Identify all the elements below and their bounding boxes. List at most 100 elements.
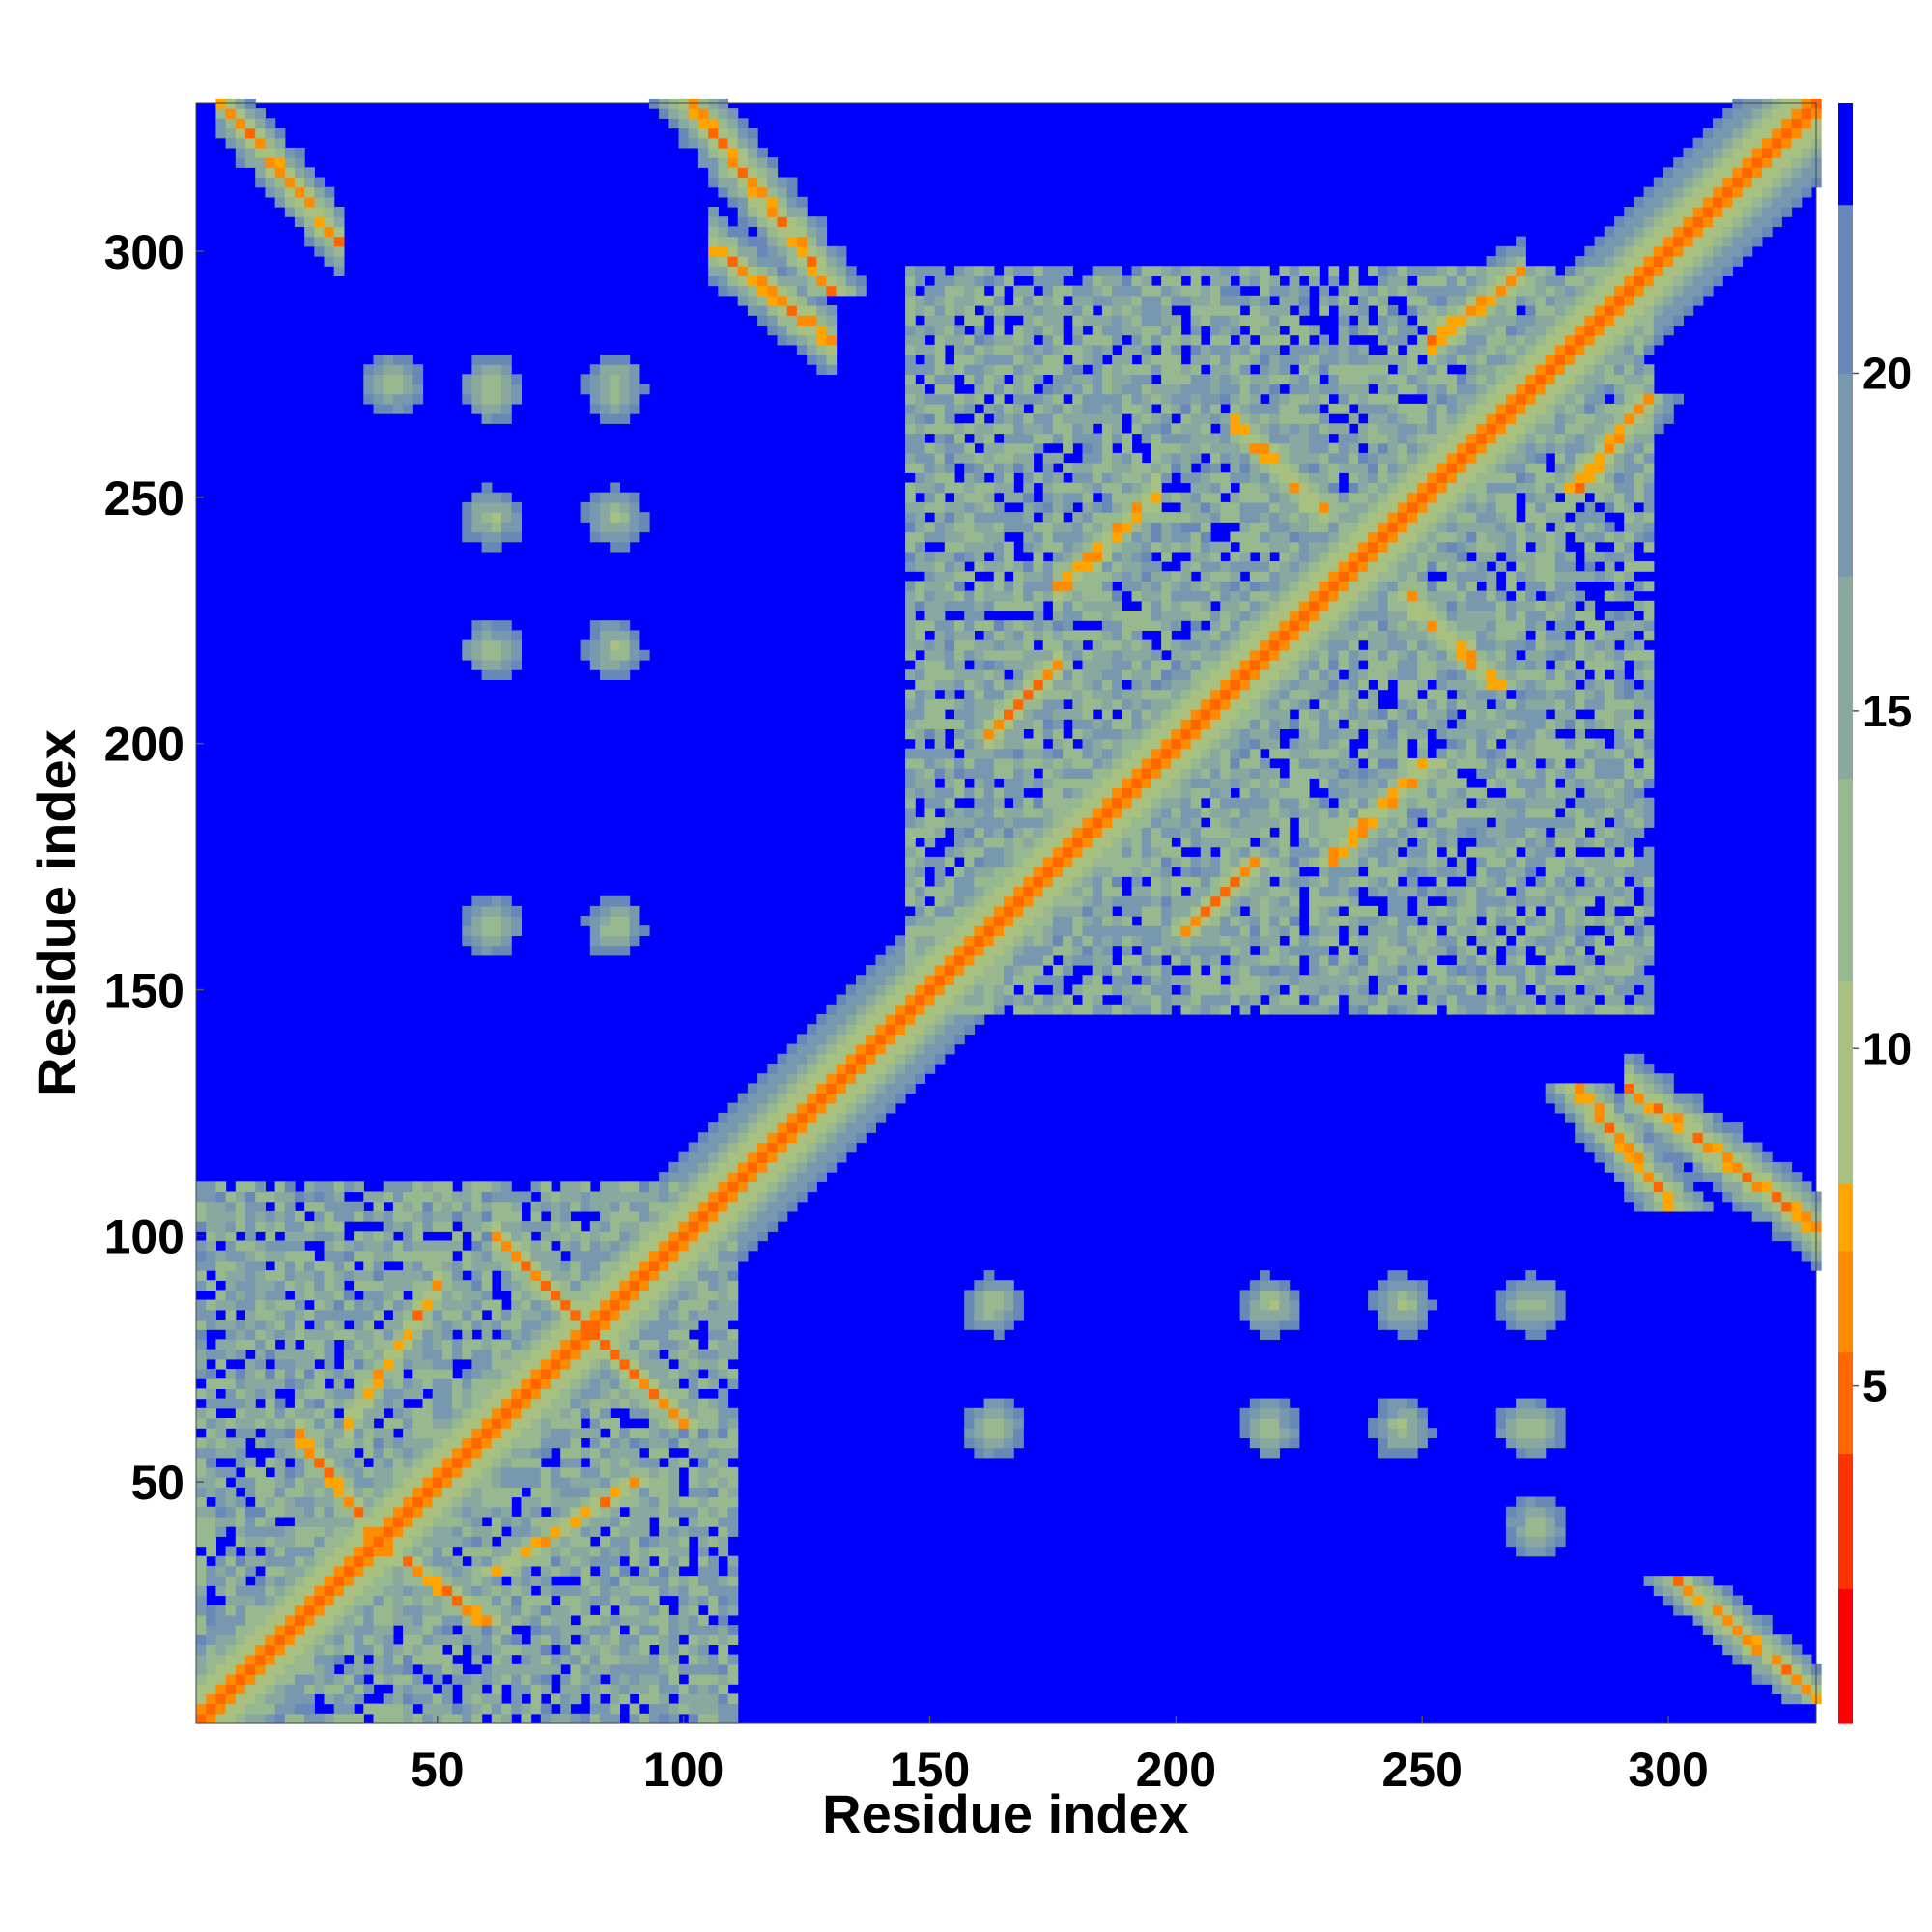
heatmap-cell: [1634, 1053, 1645, 1065]
heatmap-cell: [235, 1516, 246, 1527]
heatmap-cell: [471, 1703, 483, 1715]
heatmap-cell: [481, 1280, 493, 1291]
heatmap-cell: [521, 1447, 532, 1459]
heatmap-cell: [697, 1516, 709, 1527]
heatmap-cell: [1594, 1004, 1605, 1015]
heatmap-cell: [235, 137, 246, 149]
heatmap-cell: [915, 393, 925, 405]
heatmap-cell: [983, 1398, 995, 1409]
heatmap-cell: [265, 1526, 276, 1537]
heatmap-cell: [274, 1309, 286, 1321]
heatmap-cell: [777, 295, 788, 306]
heatmap-cell: [1565, 975, 1576, 985]
heatmap-cell: [441, 1407, 453, 1419]
heatmap-cell: [1495, 1299, 1507, 1311]
heatmap-cell: [688, 1703, 699, 1715]
heatmap-cell: [1289, 1418, 1300, 1429]
heatmap-cell: [648, 1496, 660, 1508]
heatmap-cell: [1761, 1210, 1773, 1222]
heatmap-cell: [343, 1634, 355, 1645]
heatmap-cell: [1417, 984, 1428, 996]
heatmap-cell: [610, 1437, 620, 1449]
heatmap-cell: [1387, 1309, 1399, 1321]
heatmap-cell: [471, 1398, 483, 1409]
heatmap-cell: [924, 837, 936, 848]
heatmap-cell: [403, 1339, 413, 1350]
heatmap-cell: [915, 669, 925, 680]
heatmap-cell: [934, 393, 946, 405]
heatmap-cell: [1535, 1290, 1547, 1301]
heatmap-cell: [521, 1644, 532, 1656]
heatmap-cell: [481, 1210, 493, 1222]
heatmap-cell: [659, 1378, 669, 1389]
heatmap-cell: [629, 1487, 640, 1498]
heatmap-cell: [688, 1240, 699, 1252]
heatmap-cell: [718, 1477, 729, 1488]
heatmap-cell: [1761, 1161, 1773, 1173]
heatmap-cell: [551, 1614, 561, 1626]
heatmap-cell: [659, 1181, 669, 1193]
heatmap-cell: [196, 1663, 207, 1675]
heatmap-cell: [363, 374, 375, 385]
heatmap-cell: [491, 1221, 502, 1232]
heatmap-cell: [422, 1210, 434, 1222]
heatmap-cell: [304, 1290, 315, 1301]
heatmap-cell: [816, 275, 828, 287]
heatmap-cell: [235, 1703, 246, 1715]
heatmap-cell: [314, 1181, 326, 1193]
heatmap-cell: [619, 1221, 631, 1232]
heatmap-cell: [491, 1437, 502, 1449]
heatmap-cell: [924, 531, 936, 543]
heatmap-cell: [392, 1270, 404, 1281]
heatmap-cell: [511, 1231, 522, 1242]
heatmap-cell: [934, 827, 946, 838]
heatmap-cell: [964, 1407, 975, 1419]
heatmap-cell: [235, 1428, 246, 1438]
heatmap-cell: [373, 1496, 384, 1508]
heatmap-cell: [866, 1122, 876, 1133]
heatmap-cell: [284, 1447, 296, 1459]
heatmap-cell: [905, 1014, 916, 1025]
heatmap-cell: [737, 1161, 749, 1173]
heatmap-cell: [895, 1014, 906, 1025]
heatmap-cell: [697, 1663, 709, 1675]
heatmap-cell: [392, 1349, 404, 1360]
heatmap-cell: [333, 1526, 345, 1537]
heatmap-cell: [639, 1369, 650, 1379]
heatmap-cell: [580, 1605, 591, 1616]
heatmap-cell: [373, 1576, 384, 1586]
heatmap-cell: [1171, 994, 1182, 1006]
heatmap-cell: [491, 1516, 502, 1527]
heatmap-cell: [1692, 1605, 1704, 1616]
heatmap-cell: [196, 1457, 207, 1468]
heatmap-cell: [491, 355, 502, 365]
heatmap-cell: [1239, 1290, 1251, 1301]
heatmap-cell: [570, 1693, 582, 1705]
heatmap-cell: [265, 137, 276, 149]
heatmap-cell: [511, 660, 522, 670]
heatmap-cell: [580, 1466, 591, 1478]
heatmap-cell: [1692, 1122, 1704, 1133]
heatmap-cell: [1761, 1644, 1773, 1656]
heatmap-cell: [708, 256, 719, 267]
heatmap-cell: [1653, 1181, 1664, 1193]
heatmap-cell: [422, 1358, 434, 1370]
heatmap-cell: [610, 1290, 620, 1301]
heatmap-cell: [796, 1064, 808, 1074]
heatmap-cell: [1545, 1437, 1556, 1449]
heatmap-cell: [373, 1388, 384, 1400]
heatmap-cell: [944, 679, 955, 691]
heatmap-cell: [265, 1457, 276, 1468]
heatmap-cell: [747, 137, 758, 149]
heatmap-cell: [491, 1428, 502, 1438]
heatmap-cell: [294, 1457, 305, 1468]
heatmap-cell: [727, 1516, 739, 1527]
heatmap-cell: [304, 1506, 315, 1518]
heatmap-cell: [924, 305, 936, 316]
heatmap-cell: [432, 1536, 443, 1548]
heatmap-cell: [274, 1201, 286, 1212]
heatmap-cell: [629, 1428, 640, 1438]
heatmap-cell: [1180, 984, 1192, 996]
heatmap-cell: [235, 1625, 246, 1635]
heatmap-cell: [324, 1428, 335, 1438]
